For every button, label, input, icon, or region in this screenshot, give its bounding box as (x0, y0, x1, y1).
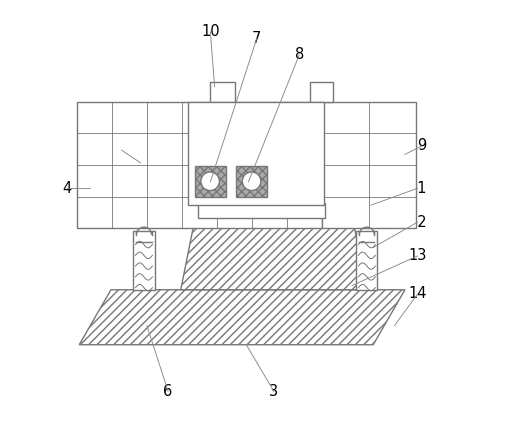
Text: 6: 6 (164, 384, 172, 399)
Text: 5: 5 (117, 143, 126, 158)
Text: 10: 10 (201, 24, 220, 39)
Bar (189, 102, 324, 205)
Text: 12: 12 (408, 214, 427, 230)
Bar (195, 166, 225, 197)
Bar (236, 166, 267, 197)
Text: 7: 7 (252, 30, 262, 46)
Bar (77, 102, 322, 228)
Text: 14: 14 (408, 286, 427, 302)
Bar (356, 231, 378, 290)
Bar (198, 203, 325, 218)
Bar (133, 231, 154, 290)
Text: 4: 4 (62, 181, 71, 196)
Text: 11: 11 (408, 181, 427, 196)
Bar (210, 82, 235, 102)
Polygon shape (181, 205, 367, 290)
Text: 9: 9 (417, 138, 426, 154)
Text: 3: 3 (269, 384, 278, 399)
Circle shape (242, 172, 261, 190)
Bar (322, 102, 415, 228)
Text: 13: 13 (408, 248, 427, 264)
Text: 8: 8 (295, 47, 304, 63)
Polygon shape (79, 290, 405, 345)
Bar (310, 82, 333, 102)
Circle shape (201, 172, 220, 190)
